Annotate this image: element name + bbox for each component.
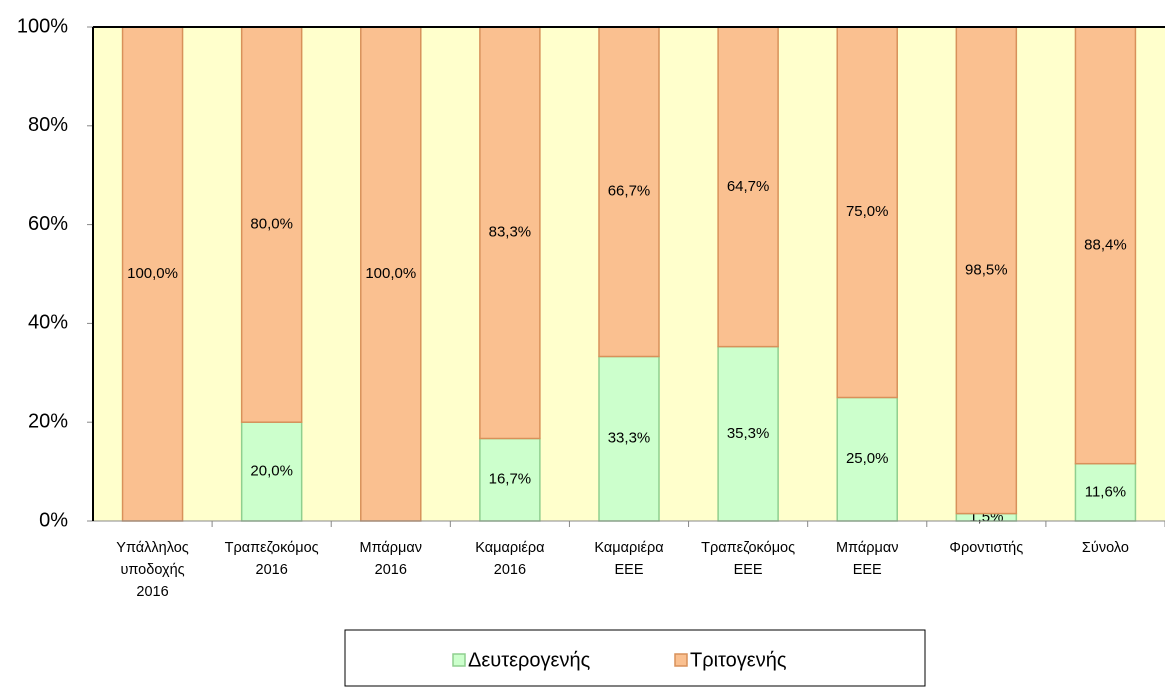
bar-segment <box>717 26 779 348</box>
bar-segment <box>836 396 898 522</box>
y-tick-label: 20% <box>28 410 68 432</box>
x-tick-label-line: 2016 <box>494 562 526 578</box>
x-tick-label-line: 2016 <box>256 562 288 578</box>
legend-label: Δευτερογενής <box>468 649 591 671</box>
bar-segment <box>240 26 303 423</box>
x-tick-label-line: υποδοχής <box>120 562 184 578</box>
legend-swatch <box>674 653 688 667</box>
x-tick-label-line: ΕΕΕ <box>614 562 643 578</box>
x-tick-label-line: Καμαριέρα <box>594 540 663 556</box>
x-tick-label-line: 2016 <box>136 584 168 600</box>
x-tick-label-line: Τραπεζοκόμος <box>701 540 795 556</box>
x-tick-label: Καμαριέρα 2016 <box>475 540 544 578</box>
data-label: 88,4% <box>1084 236 1127 253</box>
x-tick-label: Καμαριέρα ΕΕΕ <box>594 540 663 578</box>
data-label: 100,0% <box>127 265 178 282</box>
bar-segment <box>121 26 184 522</box>
x-tick-label: Μπάρμαν 2016 <box>360 540 423 578</box>
y-tick-label: 40% <box>28 312 68 334</box>
y-tick-label: 80% <box>28 114 68 136</box>
x-tick-label-line: ΕΕΕ <box>734 562 763 578</box>
x-tick-label-line: 2016 <box>375 562 407 578</box>
bar-segment <box>836 26 898 399</box>
bar-segment <box>1074 462 1137 522</box>
y-tick-label: 0% <box>39 509 68 531</box>
bar-segment <box>717 345 779 522</box>
x-tick-label: Φροντιστής <box>949 540 1023 556</box>
bar-segment <box>955 26 1018 515</box>
x-tick-label-line: Φροντιστής <box>949 540 1023 556</box>
data-label: 98,5% <box>965 261 1008 278</box>
bar-segment <box>1074 26 1137 465</box>
bar-segment <box>479 26 541 440</box>
bar-segment <box>240 421 303 522</box>
data-label: 20,0% <box>250 463 293 480</box>
data-label: 100,0% <box>365 265 416 282</box>
data-label: 11,6% <box>1085 483 1126 500</box>
x-tick-label: Υπάλληλος υποδοχής 2016 <box>116 540 189 600</box>
x-tick-label-line: Υπάλληλος <box>116 540 189 556</box>
legend-box <box>344 629 926 687</box>
x-tick-label-line: ΕΕΕ <box>853 562 882 578</box>
data-label: 66,7% <box>608 183 651 200</box>
x-tick-label: Σύνολο <box>1082 540 1129 556</box>
x-tick-label: Μπάρμαν ΕΕΕ <box>836 540 899 578</box>
data-label: 33,3% <box>608 430 651 447</box>
data-label: 16,7% <box>489 471 532 488</box>
x-tick-label: Τραπεζοκόμος 2016 <box>225 540 319 578</box>
x-tick-label-line: Καμαριέρα <box>475 540 544 556</box>
x-tick-label-line: Μπάρμαν <box>360 540 423 556</box>
legend-label: Τριτογενής <box>690 649 787 671</box>
legend-swatch <box>452 653 466 667</box>
data-label: 83,3% <box>489 224 532 241</box>
x-tick-label-line: Σύνολο <box>1082 540 1129 556</box>
y-tick-label: 60% <box>28 213 68 235</box>
data-label: 64,7% <box>727 178 770 195</box>
x-tick-label-line: Τραπεζοκόμος <box>225 540 319 556</box>
data-label: 35,3% <box>727 425 770 442</box>
bar-segment <box>598 26 660 358</box>
bar-segment <box>598 355 660 522</box>
data-label: 75,0% <box>846 203 889 220</box>
x-tick-label-line: Μπάρμαν <box>836 540 899 556</box>
data-label: 80,0% <box>250 216 293 233</box>
x-tick-label: Τραπεζοκόμος ΕΕΕ <box>701 540 795 578</box>
data-label: 25,0% <box>846 450 889 467</box>
bar-segment <box>360 26 422 522</box>
y-tick-label: 100% <box>17 15 68 37</box>
